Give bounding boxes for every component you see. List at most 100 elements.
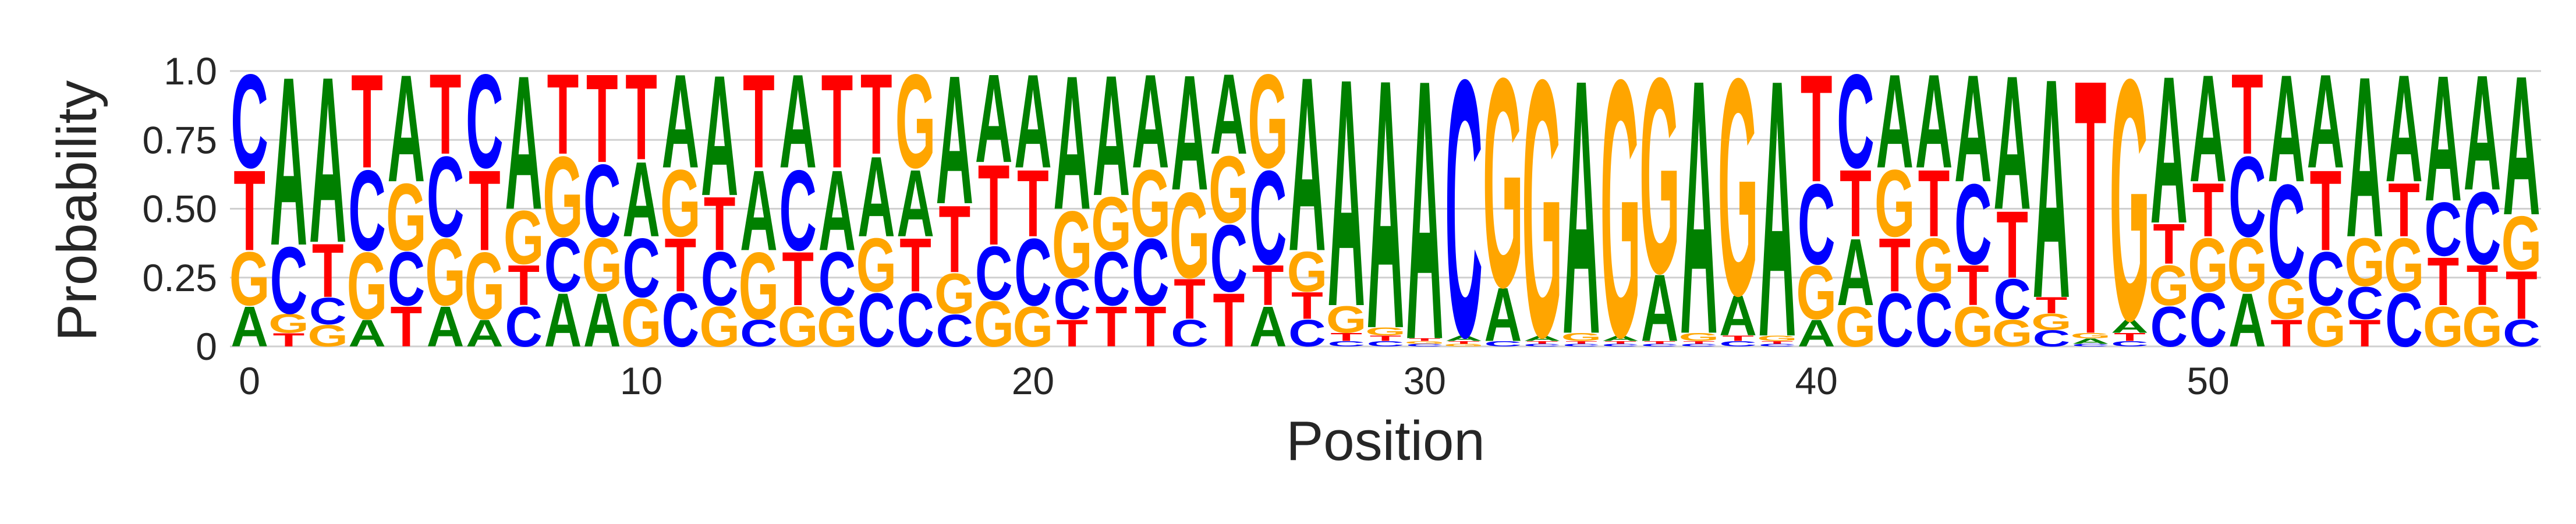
- logo-letter-T: T: [1370, 334, 1402, 343]
- logo-letter-A: A: [427, 295, 465, 359]
- logo-letter-T: T: [2427, 243, 2459, 320]
- logo-letter-G: G: [817, 295, 858, 359]
- x-tick-label: 0: [239, 359, 260, 402]
- logo-letter-T: T: [821, 46, 853, 196]
- logo-letter-A: A: [818, 147, 856, 275]
- x-tick-label: 40: [1795, 359, 1837, 402]
- logo-letter-C: C: [1876, 277, 1914, 363]
- logo-letter-G: G: [1914, 222, 1954, 307]
- logo-letter-A: A: [1641, 255, 1679, 362]
- y-tick-label: 0.75: [143, 118, 217, 161]
- logo-letter-C: C: [1601, 343, 1639, 347]
- logo-letter-C: C: [818, 236, 856, 321]
- logo-letter-C: C: [1759, 343, 1797, 347]
- logo-letter-G: G: [856, 222, 897, 307]
- logo-letter-T: T: [1096, 295, 1128, 359]
- logo-letter-A: A: [309, 28, 347, 292]
- logo-letter-G: G: [1953, 295, 1994, 359]
- logo-letter-G: G: [2070, 331, 2111, 340]
- logo-letter-G: G: [973, 288, 1014, 361]
- logo-letter-C: C: [2228, 133, 2266, 261]
- logo-letter-T: T: [1213, 277, 1245, 363]
- logo-letter-G: G: [1600, 3, 1641, 413]
- logo-letter-A: A: [936, 38, 974, 243]
- logo-letter-C: C: [505, 295, 543, 359]
- logo-letter-C: C: [2307, 236, 2345, 321]
- logo-letter-T: T: [939, 186, 971, 293]
- logo-letter-A: A: [2072, 337, 2110, 345]
- y-axis-label: Probability: [46, 80, 108, 341]
- logo-letter-T: T: [899, 222, 931, 307]
- logo-letter-T: T: [1409, 338, 1441, 342]
- logo-letter-T: T: [351, 46, 383, 196]
- logo-letter-T: T: [1840, 150, 1872, 257]
- logo-letter-A: A: [1876, 46, 1914, 196]
- logo-letter-C: C: [309, 290, 347, 333]
- logo-letter-T: T: [1056, 312, 1088, 355]
- grid-layer: [230, 70, 2541, 348]
- logo-letter-G: G: [1679, 331, 1720, 344]
- logo-letter-G: G: [1287, 239, 1328, 303]
- logo-letter-A: A: [1093, 40, 1131, 232]
- logo-letter-A: A: [1327, 11, 1365, 374]
- logo-letter-G: G: [2149, 253, 2189, 317]
- logo-letter-C: C: [2503, 312, 2540, 355]
- logo-letter-T: T: [2036, 292, 2068, 318]
- logo-letter-C: C: [2385, 277, 2423, 363]
- x-axis-label: Position: [1286, 410, 1485, 472]
- logo-letter-G: G: [504, 194, 544, 280]
- logo-letter-C: C: [2072, 343, 2110, 347]
- logo-letter-G: G: [1836, 295, 1876, 359]
- logo-letter-T: T: [2467, 253, 2499, 317]
- logo-letter-T: T: [2310, 147, 2342, 275]
- logo-letter-C: C: [387, 236, 425, 321]
- logo-letter-T: T: [1762, 340, 1794, 344]
- logo-letter-C: C: [1523, 343, 1561, 347]
- x-tick-label: 30: [1404, 359, 1446, 402]
- logo-letter-G: G: [2110, 7, 2150, 392]
- logo-letter-G: G: [268, 309, 309, 339]
- logo-letter-G: G: [1013, 295, 1054, 359]
- logo-letter-T: T: [1722, 334, 1754, 343]
- logo-letter-T: T: [1957, 253, 1989, 317]
- logo-letter-G: G: [1718, 14, 1759, 360]
- logo-letter-G: G: [1992, 312, 2033, 355]
- logo-letter-T: T: [1918, 150, 1950, 257]
- logo-letter-A: A: [1798, 312, 1836, 355]
- logo-letter-T: T: [312, 228, 344, 313]
- logo-letter-T: T: [1644, 340, 1676, 344]
- logo-letter-T: T: [1801, 43, 1833, 214]
- logo-letter-A: A: [1367, 5, 1405, 403]
- logo-letter-A: A: [2189, 43, 2227, 214]
- logo-letter-C: C: [622, 221, 660, 315]
- logo-letter-G: G: [1248, 46, 1288, 196]
- x-tick-label: 10: [620, 359, 662, 402]
- logo-letter-C: C: [583, 143, 621, 258]
- logo-letter-C: C: [1053, 267, 1091, 331]
- logo-letter-T: T: [664, 222, 696, 307]
- logo-letter-C: C: [701, 236, 739, 321]
- logo-letter-T: T: [860, 50, 892, 178]
- y-tick-label: 0.50: [143, 187, 217, 231]
- logo-letter-A: A: [1484, 271, 1522, 357]
- logo-letter-A: A: [1719, 284, 1757, 348]
- logo-letter-A: A: [1601, 334, 1639, 343]
- logo-letter-A: A: [2385, 43, 2423, 214]
- logo-letter-T: T: [1565, 340, 1597, 344]
- logo-letter-G: G: [1483, 16, 1523, 349]
- logo-letter-C: C: [740, 312, 778, 355]
- logo-letter-C: C: [1327, 339, 1365, 348]
- logo-letter-C: C: [2189, 277, 2227, 363]
- logo-letter-C: C: [1445, 3, 1483, 413]
- logo-letter-T: T: [2075, 4, 2107, 410]
- logo-letter-C: C: [1171, 312, 1209, 355]
- axis-layer: 0 0.25 0.50 0.75 1.0 0 10 20 30 40 50: [143, 49, 2230, 402]
- logo-letter-A: A: [1288, 26, 1326, 303]
- logo-letter-G: G: [1444, 343, 1484, 347]
- logo-letter-C: C: [348, 147, 386, 275]
- logo-letter-G: G: [543, 133, 583, 261]
- logo-letter-A: A: [1993, 36, 2031, 250]
- logo-letter-G: G: [307, 319, 348, 353]
- logo-letter-T: T: [2153, 212, 2185, 276]
